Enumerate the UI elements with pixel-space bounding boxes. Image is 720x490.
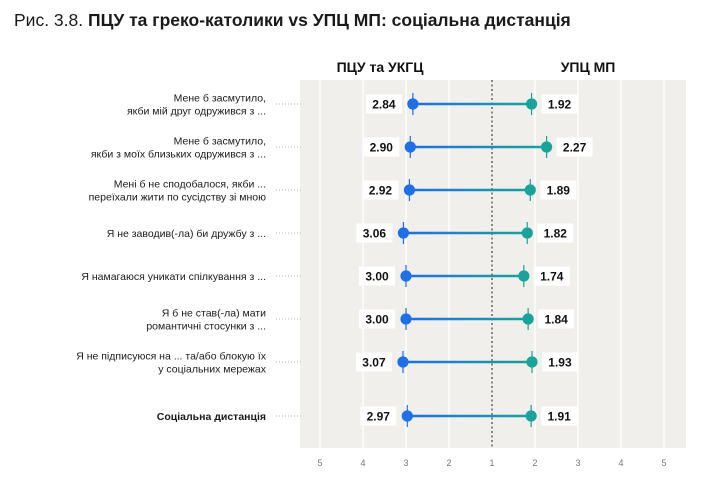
value-box-right (541, 352, 578, 372)
value-box-left (362, 180, 399, 200)
row-label: у соціальних мережах (158, 364, 266, 376)
figure-title: Рис. 3.8. ПЦУ та греко-католики vs УПЦ М… (14, 10, 571, 31)
value-box-right (533, 266, 570, 286)
row-label: Я намагаюся уникати спілкування з ... (81, 271, 266, 283)
x-tick-label: 3 (403, 458, 408, 468)
value-box-left (359, 266, 395, 286)
x-tick-label: 5 (661, 458, 666, 468)
point-right (525, 98, 538, 110)
x-tick-label: 4 (618, 458, 623, 468)
value-label-left: 2.97 (367, 410, 391, 424)
figure-heading: ПЦУ та греко-католики vs УПЦ МП: соціаль… (88, 10, 571, 30)
x-tick-label: 4 (360, 458, 365, 468)
value-box-right (541, 94, 578, 114)
point-left (401, 410, 413, 422)
value-label-right: 2.27 (563, 141, 587, 155)
value-label-right: 1.93 (548, 356, 572, 370)
value-label-left: 2.90 (370, 141, 394, 155)
row-label: Соціальна дистанція (157, 411, 266, 423)
value-label-right: 1.84 (544, 313, 568, 327)
row-label: Я б не став(-ла) мати (162, 308, 266, 320)
plot-background (300, 80, 686, 448)
row-label: переїхали жити по сусідству зі мною (89, 192, 267, 204)
row-label: Я не підписуюся на ... та/або блокую їх (76, 351, 267, 363)
row-label: якби з моїх близьких одружився з ... (91, 149, 266, 161)
value-box-left (355, 352, 392, 372)
point-left (403, 184, 416, 196)
row-label: якби мій друг одружився з ... (127, 106, 266, 118)
point-right (521, 227, 533, 239)
row-label: Мене б засмутило, (174, 136, 266, 148)
value-label-left: 3.00 (365, 270, 389, 284)
point-left (400, 313, 412, 325)
value-box-right (556, 137, 593, 157)
point-right (526, 356, 538, 368)
value-label-right: 1.89 (547, 184, 571, 198)
value-label-right: 1.82 (544, 227, 568, 241)
value-box-right (537, 223, 574, 243)
row-label: Мене б засмутило, (174, 93, 266, 105)
point-left (407, 98, 419, 110)
x-tick-label: 2 (532, 458, 537, 468)
value-label-right: 1.92 (548, 98, 572, 112)
value-box-left (356, 223, 393, 243)
point-left (400, 270, 412, 282)
value-box-right (540, 180, 577, 200)
value-label-left: 2.84 (372, 98, 396, 112)
point-right (522, 313, 534, 325)
group-header-left: ПЦУ та УКГЦ (337, 59, 425, 75)
point-right (525, 410, 537, 422)
figure-number: Рис. 3.8. (14, 10, 84, 30)
value-box-right (541, 406, 578, 426)
point-left (397, 356, 409, 368)
x-tick-label: 1 (489, 458, 494, 468)
value-label-left: 2.92 (369, 184, 393, 198)
value-label-right: 1.91 (547, 410, 571, 424)
point-left (397, 227, 410, 239)
value-label-left: 3.00 (365, 313, 389, 327)
value-box-left (359, 309, 395, 329)
point-left (404, 141, 416, 153)
row-label: романтичні стосунки з ... (146, 321, 266, 333)
value-box-left (360, 406, 397, 426)
x-tick-label: 3 (575, 458, 580, 468)
value-box-right (538, 309, 575, 329)
value-box-left (363, 137, 400, 157)
value-label-left: 3.06 (363, 227, 387, 241)
value-label-right: 1.74 (540, 270, 564, 284)
row-label: Мені б не сподобалося, якби ... (114, 179, 266, 191)
point-right (518, 270, 530, 282)
point-right (541, 141, 553, 153)
x-tick-label: 2 (446, 458, 451, 468)
row-label: Я не заводив(-ла) би дружбу з ... (107, 228, 266, 240)
group-header-right: УПЦ МП (561, 59, 616, 75)
point-right (524, 184, 536, 196)
value-label-left: 3.07 (362, 356, 386, 370)
x-tick-label: 5 (317, 458, 322, 468)
value-box-left (365, 94, 402, 114)
